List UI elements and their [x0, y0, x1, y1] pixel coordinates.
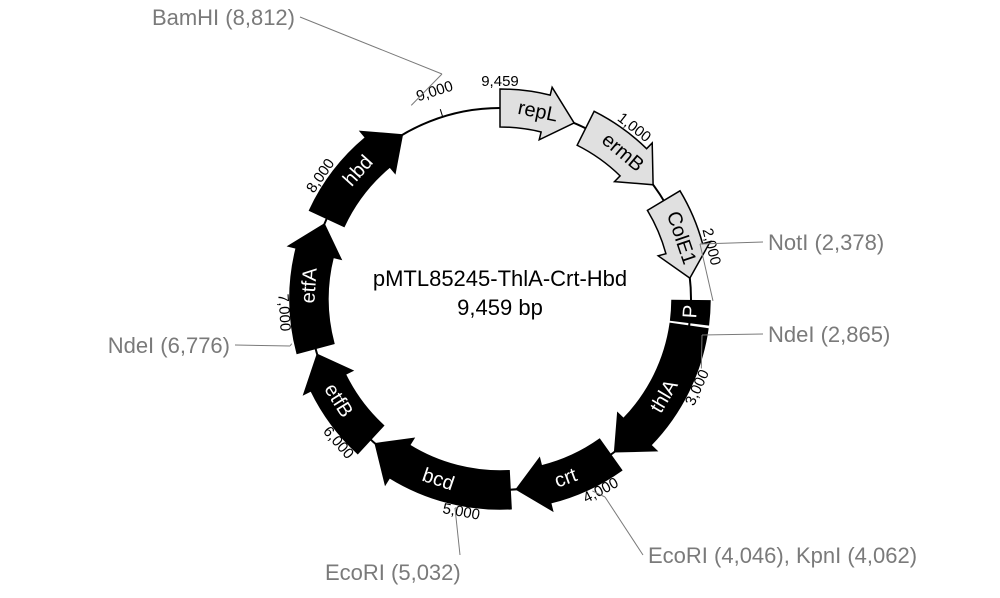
site-label: BamHI (8,812): [152, 5, 295, 31]
site-label: EcoRI (5,032): [325, 560, 461, 586]
tick-label: 9,459: [481, 73, 519, 90]
feature-label-etfA: etfA: [297, 266, 321, 304]
feature-label-P: P: [679, 304, 702, 319]
site-label: EcoRI (4,046), KpnI (4,062): [648, 543, 917, 569]
plasmid-map: { "plasmid": { "name": "pMTL85245-ThlA-C…: [0, 0, 1000, 598]
site-label: NotI (2,378): [768, 230, 884, 256]
site-label: NdeI (6,776): [108, 333, 230, 359]
plasmid-svg: 1,0002,0003,0004,0005,0006,0007,0008,000…: [0, 0, 1000, 598]
site-label: NdeI (2,865): [768, 322, 890, 348]
